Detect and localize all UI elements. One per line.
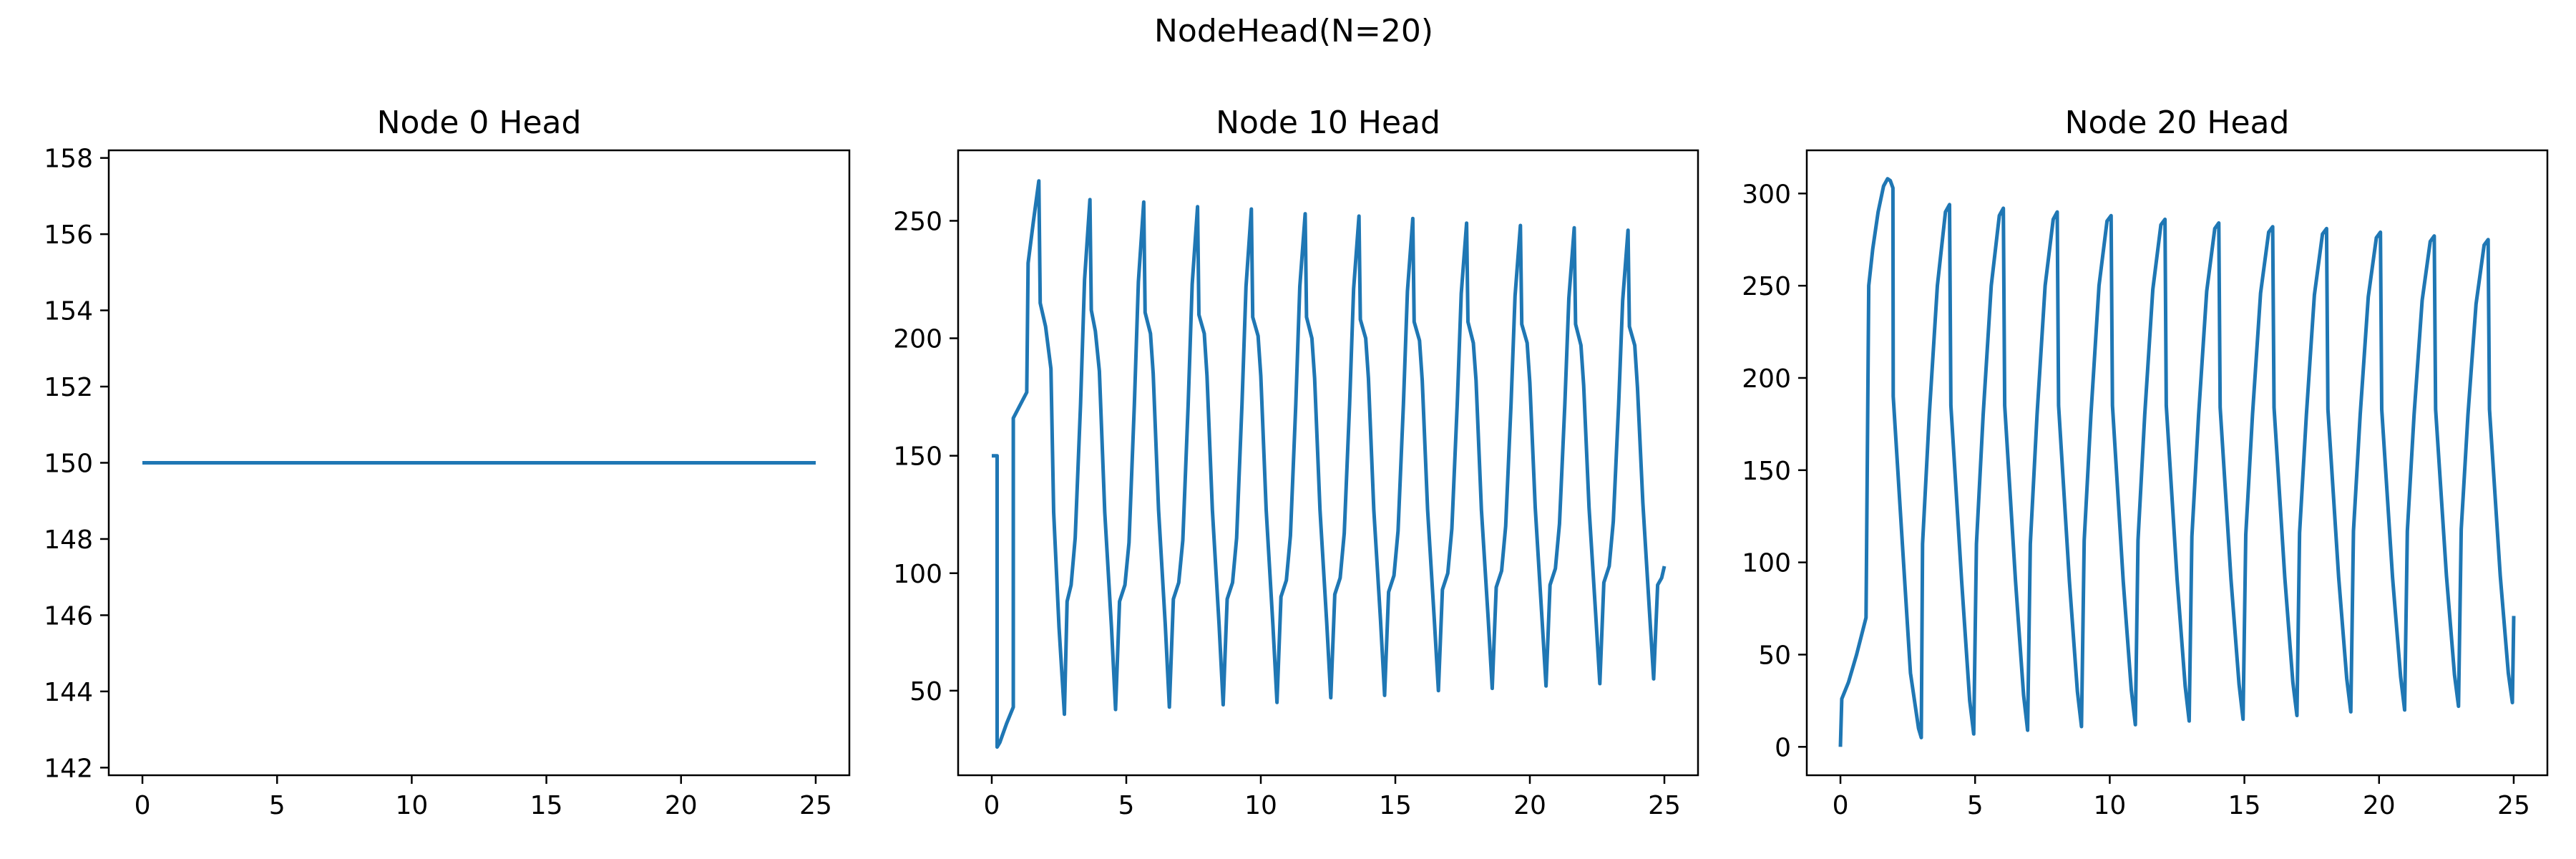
subplot-title: Node 10 Head [1216,105,1440,141]
y-tick-label: 250 [893,207,942,236]
x-tick-label: 5 [1967,791,1984,820]
x-tick-label: 20 [2363,791,2396,820]
y-tick-label: 200 [1742,364,1791,394]
x-tick-label: 5 [269,791,286,820]
x-tick-label: 20 [1513,791,1546,820]
x-tick-label: 5 [1118,791,1135,820]
y-tick-label: 144 [44,678,93,707]
x-tick-label: 0 [1833,791,1849,820]
x-tick-label: 15 [2228,791,2261,820]
axes-frame [1805,149,2549,777]
y-tick-label: 156 [44,220,93,250]
y-tick-label: 100 [893,560,942,589]
x-tick-label: 0 [135,791,151,820]
y-tick-label: 50 [1758,641,1791,670]
y-tick-label: 100 [1742,549,1791,578]
y-tick-label: 50 [909,677,942,707]
y-tick-label: 300 [1742,180,1791,209]
x-tick-label: 0 [984,791,1000,820]
y-tick-label: 148 [44,525,93,555]
x-tick-label: 20 [665,791,698,820]
series-line [1838,177,2516,747]
y-tick-label: 142 [44,754,93,783]
x-tick-label: 15 [530,791,563,820]
y-tick-label: 0 [1775,733,1791,762]
x-tick-label: 10 [1244,791,1277,820]
y-tick-label: 158 [44,145,93,174]
y-tick-label: 150 [893,442,942,472]
y-tick-label: 150 [44,450,93,479]
figure-suptitle: NodeHead(N=20) [1154,13,1433,49]
y-tick-label: 250 [1742,272,1791,301]
y-tick-label: 146 [44,601,93,631]
subplot-1: Node 10 Head 0 5 10 15 20 25 50 100 150 200 250 [893,105,1699,820]
subplot-title: Node 20 Head [2065,105,2290,141]
x-tick-label: 10 [396,791,429,820]
y-tick-label: 200 [893,325,942,354]
x-tick-label: 25 [2497,791,2530,820]
x-tick-label: 15 [1379,791,1412,820]
x-tick-label: 10 [2094,791,2127,820]
subplot-0: Node 0 Head 0 5 10 15 20 25 142 144 146 148 150 152 1… [44,105,851,820]
axes-frame [957,149,1699,777]
x-tick-label: 25 [799,791,832,820]
y-tick-label: 152 [44,373,93,402]
series-line [992,179,1667,749]
subplot-title: Node 0 Head [377,105,582,141]
y-tick-label: 154 [44,297,93,326]
y-tick-label: 150 [1742,457,1791,486]
x-tick-label: 25 [1648,791,1681,820]
